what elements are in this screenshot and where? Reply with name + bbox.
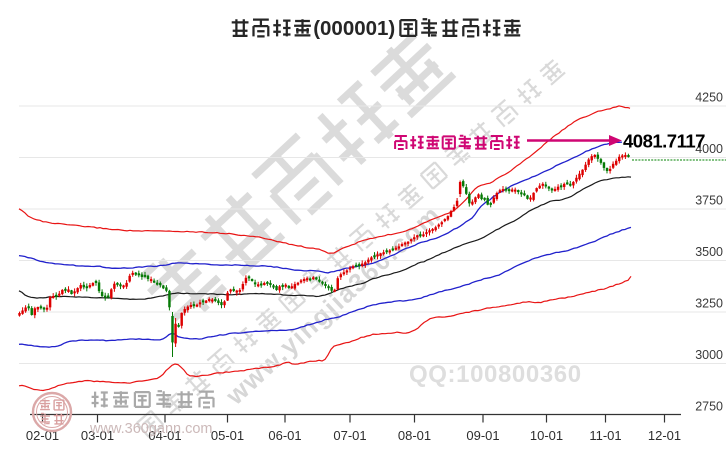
svg-text:www.360gann.com: www.360gann.com bbox=[89, 421, 213, 437]
svg-text:06-01: 06-01 bbox=[268, 428, 301, 443]
svg-text:07-01: 07-01 bbox=[333, 428, 366, 443]
svg-text:4250: 4250 bbox=[695, 91, 723, 105]
svg-text:3250: 3250 bbox=[695, 297, 723, 311]
svg-text:05-01: 05-01 bbox=[211, 428, 244, 443]
svg-text:03-01: 03-01 bbox=[81, 428, 114, 443]
svg-text:QQ:100800360: QQ:100800360 bbox=[409, 361, 582, 388]
svg-text:3000: 3000 bbox=[695, 348, 723, 362]
svg-text:12-01: 12-01 bbox=[648, 428, 681, 443]
svg-text:3500: 3500 bbox=[695, 245, 723, 259]
svg-text:(000001): (000001) bbox=[313, 17, 395, 40]
svg-text:04-01: 04-01 bbox=[148, 428, 181, 443]
svg-text:09-01: 09-01 bbox=[466, 428, 499, 443]
svg-text:10-01: 10-01 bbox=[530, 428, 563, 443]
svg-text:08-01: 08-01 bbox=[398, 428, 431, 443]
svg-text:2750: 2750 bbox=[695, 400, 723, 414]
svg-text:4000: 4000 bbox=[695, 142, 723, 156]
svg-text:4081.7117: 4081.7117 bbox=[623, 131, 705, 152]
svg-text:3750: 3750 bbox=[695, 194, 723, 208]
svg-text:11-01: 11-01 bbox=[589, 428, 621, 443]
